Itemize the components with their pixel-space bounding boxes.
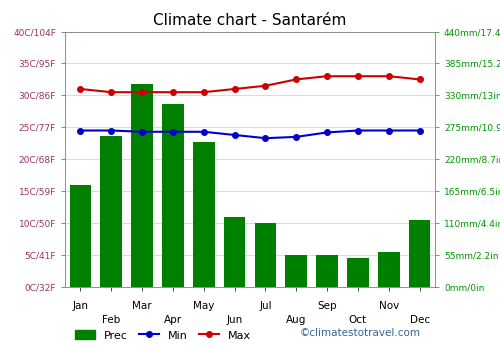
Title: Climate chart - Santarém: Climate chart - Santarém [154, 13, 346, 28]
Bar [224, 217, 246, 287]
Text: Jan: Jan [72, 301, 88, 311]
Text: May: May [193, 301, 214, 311]
Text: Jul: Jul [259, 301, 272, 311]
Text: Sep: Sep [318, 301, 337, 311]
Text: Apr: Apr [164, 315, 182, 325]
Bar [100, 136, 122, 287]
Bar [316, 255, 338, 287]
Text: Mar: Mar [132, 301, 152, 311]
Bar [254, 223, 276, 287]
Bar [193, 142, 214, 287]
Bar [132, 84, 153, 287]
Text: Oct: Oct [349, 315, 367, 325]
Text: Nov: Nov [378, 301, 399, 311]
Text: Aug: Aug [286, 315, 306, 325]
Text: Feb: Feb [102, 315, 120, 325]
Bar [162, 104, 184, 287]
Bar [70, 186, 91, 287]
Text: Jun: Jun [226, 315, 242, 325]
Bar [347, 258, 368, 287]
Bar [378, 252, 400, 287]
Text: ©climatestotravel.com: ©climatestotravel.com [300, 328, 421, 338]
Bar [409, 220, 430, 287]
Text: Dec: Dec [410, 315, 430, 325]
Legend: Prec, Min, Max: Prec, Min, Max [70, 326, 255, 345]
Bar [286, 255, 307, 287]
